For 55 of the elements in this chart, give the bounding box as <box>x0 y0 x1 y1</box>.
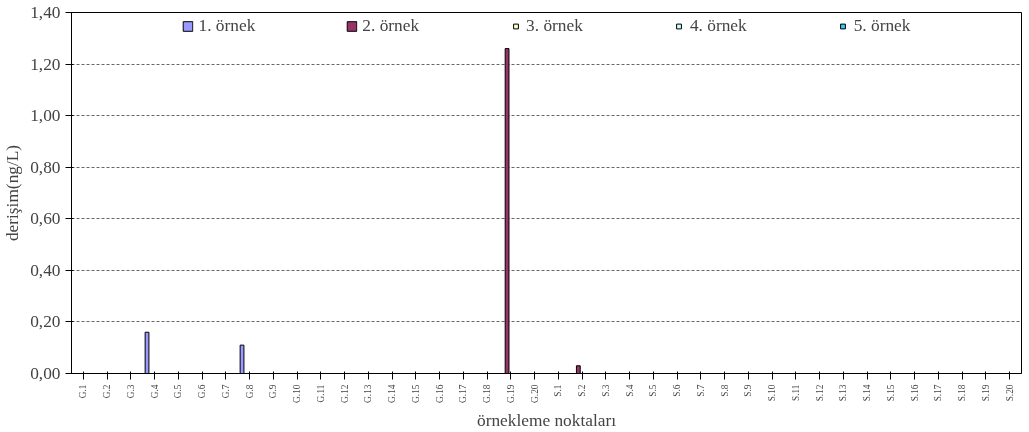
x-tick-label: G.1 <box>78 384 89 399</box>
x-tick-label: G.3 <box>125 384 136 399</box>
x-tick-label: S.3 <box>600 384 611 397</box>
x-tick-label: S.9 <box>743 384 754 397</box>
legend-label: 1. örnek <box>198 16 256 36</box>
x-tick-label: G.11 <box>315 384 326 403</box>
y-tick-label: 0,20 <box>30 312 61 332</box>
x-tick-label: S.18 <box>957 384 968 402</box>
x-tick-label: G.16 <box>434 384 445 403</box>
x-tick-label: G.9 <box>268 384 279 399</box>
x-tick-label: G.10 <box>292 384 303 403</box>
legend-label: 5. örnek <box>853 16 911 36</box>
x-tick-label: G.18 <box>482 384 493 403</box>
x-tick-label: S.10 <box>767 384 778 402</box>
x-tick-label: G.5 <box>173 384 184 399</box>
x-tick-label: S.5 <box>648 384 659 397</box>
y-tick-label: 0,00 <box>30 364 61 383</box>
x-tick-label: G.2 <box>102 384 113 399</box>
legend-label: 4. örnek <box>689 16 747 36</box>
x-tick-label: S.17 <box>933 384 944 402</box>
y-tick-label: 1,00 <box>30 106 61 126</box>
x-tick-label: S.15 <box>885 384 896 402</box>
y-tick-label: 1,20 <box>30 54 61 74</box>
x-tick-label: G.4 <box>149 384 160 399</box>
x-tick-label: S.2 <box>577 384 588 397</box>
x-tick-label: S.20 <box>1004 384 1015 402</box>
legend-label: 3. örnek <box>526 16 583 36</box>
x-tick-label: S.7 <box>695 384 706 397</box>
x-tick-label: G.7 <box>220 384 231 399</box>
x-tick-label: S.12 <box>814 384 825 402</box>
x-tick-label: S.6 <box>672 384 683 397</box>
x-tick-label: G.14 <box>387 384 398 403</box>
x-tick-label: S.13 <box>838 384 849 402</box>
legend-label: 2. örnek <box>362 16 420 36</box>
x-tick-label: S.4 <box>624 384 635 397</box>
y-tick-label: 0,60 <box>30 209 61 229</box>
x-tick-label: G.17 <box>458 384 469 403</box>
y-tick-label: 0,40 <box>30 260 61 280</box>
x-tick-label: G.20 <box>529 384 540 403</box>
y-tick-label: 0,80 <box>30 157 61 177</box>
x-tick-label: S.19 <box>980 384 991 402</box>
x-tick-label: G.19 <box>505 384 516 403</box>
x-tick-label: S.11 <box>790 384 801 401</box>
x-tick-label: G.13 <box>363 384 374 403</box>
x-tick-label: G.8 <box>244 384 255 399</box>
x-tick-label: G.12 <box>339 384 350 403</box>
x-tick-label: S.1 <box>553 384 564 397</box>
x-axis-title: örnekleme noktaları <box>476 410 617 430</box>
y-tick-label: 1,40 <box>30 3 61 22</box>
x-tick-label: G.15 <box>410 384 421 403</box>
y-axis-title: derişim(ng/L) <box>3 144 23 242</box>
x-tick-label: G.6 <box>197 384 208 399</box>
x-tick-label: S.16 <box>909 384 920 402</box>
x-tick-label: S.8 <box>719 384 730 397</box>
x-tick-label: S.14 <box>862 384 873 402</box>
